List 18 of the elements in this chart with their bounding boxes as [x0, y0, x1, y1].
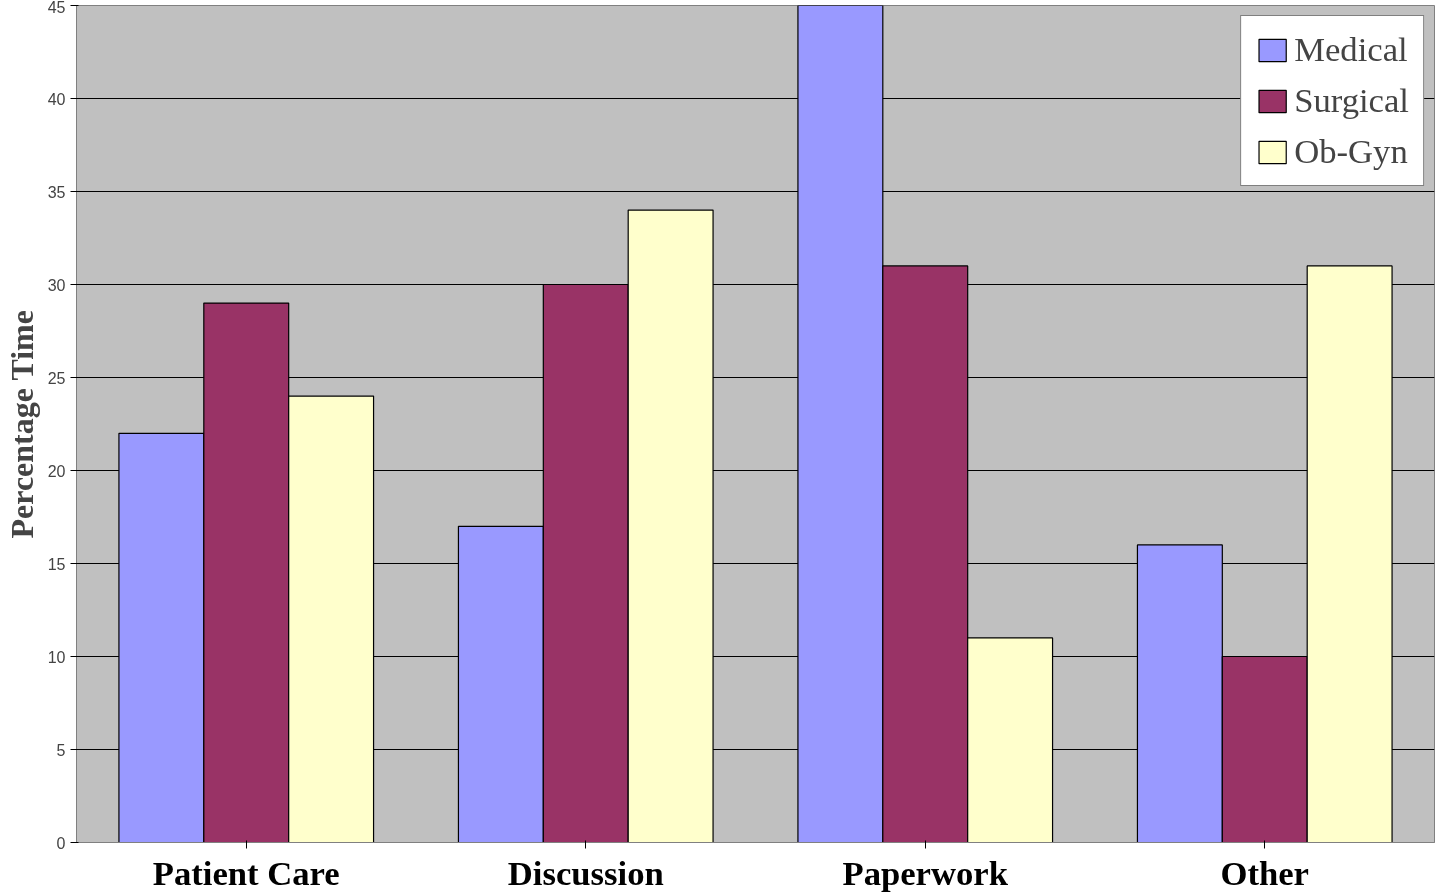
x-tick-label: Paperwork: [842, 853, 1009, 892]
x-tick-label: Patient Care: [152, 853, 340, 892]
y-tick-label: 20: [47, 462, 66, 480]
y-tick-label: 30: [47, 276, 66, 294]
legend-label: Medical: [1294, 30, 1408, 69]
y-tick-label: 35: [47, 183, 66, 201]
legend-label: Ob-Gyn: [1294, 132, 1408, 171]
legend-label: Surgical: [1294, 81, 1409, 120]
y-tick-label: 5: [56, 741, 66, 759]
x-tick-label: Other: [1220, 853, 1310, 892]
y-tick-label: 25: [47, 369, 66, 387]
y-tick-label: 40: [47, 90, 66, 108]
y-tick-label: 15: [47, 555, 66, 573]
x-tick-label: Discussion: [507, 853, 664, 892]
y-tick-label: 45: [47, 0, 66, 16]
y-axis-title: Percentage Time: [3, 310, 40, 539]
y-tick-label: 10: [47, 648, 66, 666]
y-tick-label: 0: [56, 834, 66, 852]
